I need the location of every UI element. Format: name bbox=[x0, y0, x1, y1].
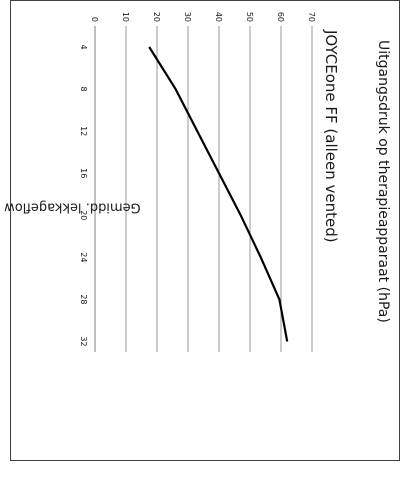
series-group bbox=[149, 47, 287, 342]
chart-frame bbox=[11, 1, 400, 461]
chart-title: JOYCEone FF (alleen vented) bbox=[322, 29, 340, 243]
plot-area: 4 8 12 16 20 24 28 32 0 10 20 30 40 50 60 70 JOYCEone … bbox=[0, 12, 391, 352]
x-tick-label: 4 bbox=[79, 44, 88, 49]
series-line bbox=[149, 47, 287, 342]
y-tick-label: 30 bbox=[183, 12, 192, 22]
y-axis-ticks: 0 10 20 30 40 50 60 70 bbox=[90, 12, 316, 22]
x-tick-label: 32 bbox=[79, 336, 88, 346]
x-tick-label: 12 bbox=[79, 126, 88, 136]
y-tick-label: 50 bbox=[245, 12, 254, 22]
y-tick-label: 0 bbox=[90, 17, 99, 22]
gridlines bbox=[126, 26, 312, 352]
x-tick-label: 28 bbox=[79, 294, 88, 304]
x-tick-label: 8 bbox=[79, 87, 88, 92]
y-tick-label: 20 bbox=[152, 12, 161, 22]
x-tick-label: 16 bbox=[79, 168, 88, 178]
x-tick-label: 24 bbox=[79, 252, 88, 262]
y-tick-label: 60 bbox=[276, 12, 285, 22]
x-axis-label: Uitgangsdruk op therapieapparaat (hPa) bbox=[375, 40, 391, 323]
y-tick-label: 40 bbox=[214, 12, 223, 22]
y-tick-label: 10 bbox=[121, 12, 130, 22]
y-axis-label: Gemidd. lekkageflow (l/min) bbox=[0, 200, 141, 215]
y-tick-label: 70 bbox=[307, 12, 316, 22]
